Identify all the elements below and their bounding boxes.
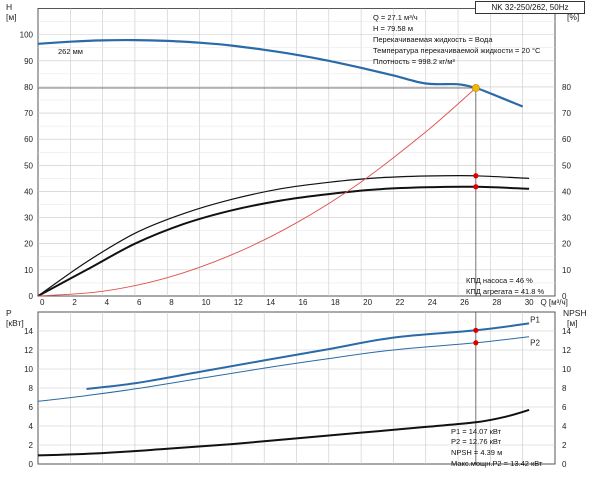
- x-tick-label: 10: [202, 298, 211, 307]
- pump-efficiency-curve: [37, 175, 530, 297]
- x-tick-label: 18: [331, 298, 340, 307]
- info-pump-eff: КПД насоса = 46 %: [466, 276, 533, 285]
- y-left-tick-label: 100: [20, 31, 34, 40]
- x-tick-label: 28: [492, 298, 501, 307]
- y-left-tick-label: 40: [24, 187, 33, 196]
- info-max-p2: Макс.мощн.P2 = 13.42 кВт: [451, 459, 543, 468]
- y-left-tick-label: 70: [24, 109, 33, 118]
- y-right-tick-label: 10: [562, 266, 571, 275]
- y-right-tick-label: 50: [562, 161, 571, 170]
- x-tick-label: 0: [40, 298, 45, 307]
- x-tick-label: 14: [266, 298, 275, 307]
- p-tick-label: 2: [29, 441, 34, 450]
- info-h: H = 79.58 м: [373, 24, 413, 33]
- duty-point-marker: [471, 84, 480, 92]
- info-p1: P1 = 14.07 кВт: [451, 427, 502, 436]
- efficiency-point-marker: [473, 173, 479, 179]
- power-point-marker: [473, 327, 479, 333]
- y-left-tick-label: 20: [24, 240, 33, 249]
- top-panel-grid: [37, 8, 556, 297]
- y-right-tick-label: 80: [562, 83, 571, 92]
- y-right-tick-label: 0: [562, 292, 567, 301]
- x-tick-label: 4: [105, 298, 110, 307]
- y-left-tick-label: 30: [24, 214, 33, 223]
- p-tick-label: 12: [24, 346, 33, 355]
- y-left-unit-bottom: [кВт]: [6, 318, 24, 328]
- chart-labels: 0 2 4 6 8 10 12 14 16 18 20 22 24 26 28 30 Q [м³/ч]01020…: [20, 31, 572, 469]
- y-left-unit-top: [м]: [6, 12, 17, 22]
- series-label-p1: P1: [530, 315, 540, 324]
- p-tick-label: 4: [29, 422, 34, 431]
- p-tick-label: 8: [29, 384, 34, 393]
- y-right-tick-label: 60: [562, 135, 571, 144]
- info-q: Q = 27.1 м³/ч: [373, 13, 418, 22]
- x-tick-label: 30: [525, 298, 534, 307]
- y-left-label-top: H: [6, 2, 12, 12]
- chart-marks: [37, 38, 530, 464]
- info-temp: Температура перекачиваемой жидкости = 20…: [373, 46, 541, 55]
- x-tick-label: 16: [299, 298, 308, 307]
- x-tick-label: 24: [428, 298, 437, 307]
- npsh-tick-label: 8: [562, 384, 567, 393]
- system-curve: [37, 87, 477, 297]
- npsh-tick-label: 2: [562, 441, 567, 450]
- npsh-curve: [37, 408, 530, 457]
- y-left-tick-label: 80: [24, 83, 33, 92]
- info-density: Плотность = 998.2 кг/м³: [373, 57, 455, 66]
- x-tick-label: 6: [137, 298, 142, 307]
- y-left-tick-label: 10: [24, 266, 33, 275]
- info-fluid: Перекачиваемая жидкость = Вода: [373, 35, 493, 44]
- y-left-tick-label: 50: [24, 161, 33, 170]
- y-right-unit-top: [%]: [567, 12, 579, 22]
- x-tick-label: 26: [460, 298, 469, 307]
- npsh-tick-label: 14: [562, 327, 571, 336]
- unit-efficiency-curve: [37, 185, 530, 297]
- npsh-tick-label: 6: [562, 403, 567, 412]
- y-right-tick-label: 20: [562, 240, 571, 249]
- y-left-tick-label: 90: [24, 57, 33, 66]
- p2-curve: [37, 336, 530, 402]
- p-tick-label: 6: [29, 403, 34, 412]
- npsh-tick-label: 4: [562, 422, 567, 431]
- x-tick-label: 8: [169, 298, 174, 307]
- chart-title-box: NK 32-250/262, 50Hz: [475, 1, 585, 14]
- power-point-marker: [473, 340, 479, 346]
- info-npsh: NPSH = 4.39 м: [451, 448, 502, 457]
- y-right-tick-label: 40: [562, 187, 571, 196]
- y-left-label-bottom: P: [6, 308, 12, 318]
- y-right-tick-label: 70: [562, 109, 571, 118]
- impeller-label: 262 мм: [58, 47, 83, 56]
- info-p2: P2 = 12.76 кВт: [451, 437, 502, 446]
- x-tick-label: 20: [363, 298, 372, 307]
- info-unit-eff: КПД агрегата = 41.8 %: [466, 287, 544, 296]
- p-tick-label: 0: [29, 460, 34, 469]
- p-tick-label: 10: [24, 365, 33, 374]
- npsh-tick-label: 12: [562, 346, 571, 355]
- p1-curve: [86, 322, 530, 390]
- y-left-tick-label: 60: [24, 135, 33, 144]
- series-label-p2: P2: [530, 339, 540, 348]
- y-right-unit-bottom: [м]: [567, 318, 578, 328]
- npsh-tick-label: 10: [562, 365, 571, 374]
- npsh-tick-label: 0: [562, 460, 567, 469]
- x-tick-label: 2: [72, 298, 77, 307]
- x-tick-label: 22: [395, 298, 404, 307]
- x-tick-label: 12: [234, 298, 243, 307]
- head-curve: [37, 38, 524, 108]
- p-tick-label: 14: [24, 327, 33, 336]
- efficiency-point-marker: [473, 184, 479, 190]
- x-axis-label: Q [м³/ч]: [540, 298, 567, 307]
- y-left-tick-label: 0: [29, 292, 34, 301]
- y-right-label-bottom: NPSH: [563, 308, 587, 318]
- y-right-tick-label: 30: [562, 214, 571, 223]
